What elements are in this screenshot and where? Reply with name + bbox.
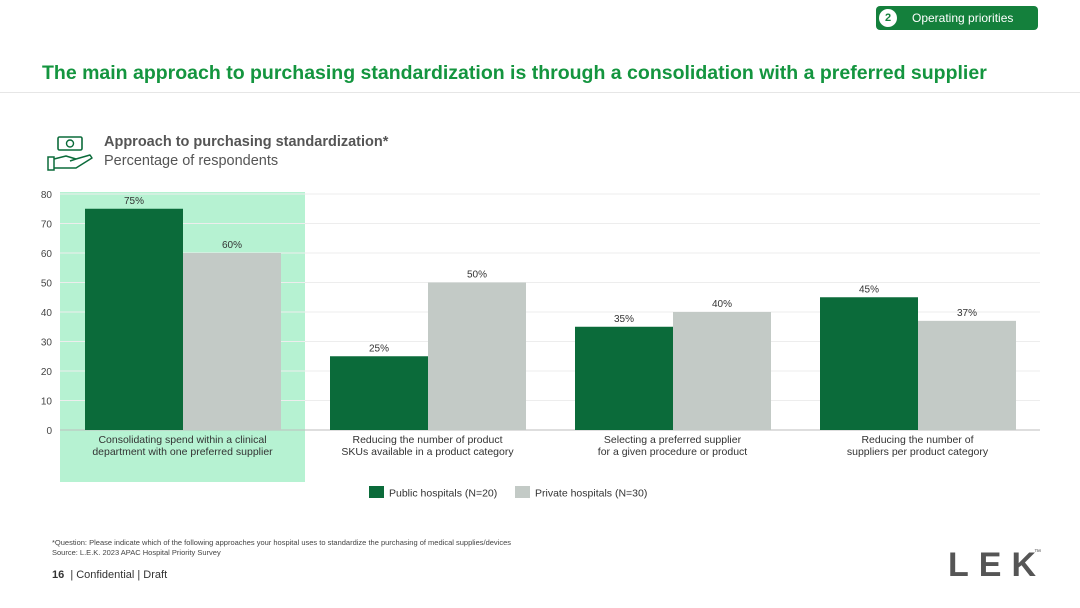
x-tick-label: Reducing the number of product xyxy=(352,434,502,446)
bar-chart: 0 10 20 30 40 50 60 70 80 75% 60% Consolidating spe… xyxy=(41,190,1040,500)
x-tick-label: SKUs available in a product category xyxy=(341,446,514,458)
chart-title: Approach to purchasing standardization* xyxy=(104,134,389,150)
y-tick-label: 80 xyxy=(41,190,53,201)
x-tick-label: Selecting a preferred supplier xyxy=(604,434,742,446)
y-tick-label: 60 xyxy=(41,249,53,260)
page-number: 16 xyxy=(52,569,65,581)
data-label: 75% xyxy=(124,196,144,207)
bar-public xyxy=(820,297,918,430)
footnote: *Question: Please indicate which of the … xyxy=(52,538,512,547)
data-label: 60% xyxy=(222,240,242,251)
x-tick-label: suppliers per product category xyxy=(847,446,989,458)
logo-tm: ™ xyxy=(1034,549,1041,556)
source-note: Source: L.E.K. 2023 APAC Hospital Priori… xyxy=(52,548,221,557)
section-badge: 2 Operating priorities xyxy=(876,6,1038,30)
y-tick-label: 0 xyxy=(46,426,52,437)
data-label: 35% xyxy=(614,314,634,325)
confidential-label: | Confidential | Draft xyxy=(70,569,168,581)
lek-logo: LEK ™ xyxy=(948,546,1044,581)
bar-public xyxy=(85,208,183,430)
data-label: 40% xyxy=(712,299,732,310)
legend-label: Private hospitals (N=30) xyxy=(535,488,647,500)
bar-public xyxy=(330,356,428,430)
y-tick-label: 20 xyxy=(41,367,53,378)
x-tick-label: for a given procedure or product xyxy=(598,446,748,458)
data-label: 45% xyxy=(859,284,879,295)
y-tick-label: 40 xyxy=(41,308,53,319)
data-label: 50% xyxy=(467,270,487,281)
bar-private xyxy=(428,282,526,430)
data-label: 25% xyxy=(369,343,389,354)
bar-public xyxy=(575,326,673,430)
section-number: 2 xyxy=(879,9,897,27)
bar-private xyxy=(673,312,771,430)
x-tick-label: department with one preferred supplier xyxy=(92,446,273,458)
x-tick-label: Consolidating spend within a clinical xyxy=(98,434,266,446)
logo-text: LEK xyxy=(948,546,1044,581)
y-tick-label: 70 xyxy=(41,220,53,231)
y-tick-label: 30 xyxy=(41,338,53,349)
bar-private xyxy=(918,320,1016,430)
y-tick-label: 50 xyxy=(41,279,53,290)
data-label: 37% xyxy=(957,308,977,319)
x-tick-label: Reducing the number of xyxy=(861,434,973,446)
chart-subtitle: Percentage of respondents xyxy=(104,153,279,169)
page-footer: 16 | Confidential | Draft xyxy=(52,569,167,581)
title-divider xyxy=(0,92,1080,93)
bar-private xyxy=(183,253,281,430)
y-tick-label: 10 xyxy=(41,397,53,408)
legend-swatch xyxy=(369,486,384,498)
legend-label: Public hospitals (N=20) xyxy=(389,488,497,500)
legend-swatch xyxy=(515,486,530,498)
section-label: Operating priorities xyxy=(912,11,1014,25)
money-hand-icon xyxy=(47,136,93,171)
page-title: The main approach to purchasing standard… xyxy=(42,62,987,84)
